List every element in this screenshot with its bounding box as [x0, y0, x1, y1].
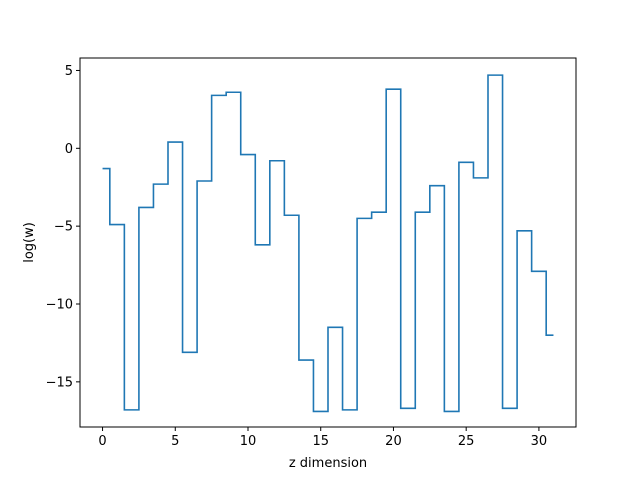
x-tick-label: 25: [458, 434, 475, 449]
y-tick-label: 0: [65, 142, 73, 157]
y-axis-ticks: 5 0 −5 −10 −15: [46, 64, 80, 390]
y-axis-label: log(w): [22, 222, 37, 263]
y-tick-label: −10: [46, 298, 73, 313]
y-tick-label: 5: [65, 64, 73, 79]
series-line: [102, 74, 554, 413]
y-tick-label: −15: [46, 375, 73, 390]
x-axis-ticks: 0 5 10 15 20 25 30: [98, 427, 547, 449]
x-tick-label: 10: [240, 434, 257, 449]
x-axis-label: z dimension: [289, 456, 367, 471]
y-tick-label: −5: [54, 220, 73, 235]
x-tick-label: 5: [171, 434, 179, 449]
x-tick-label: 20: [385, 434, 402, 449]
plot-frame: [79, 57, 577, 428]
x-tick-label: 30: [531, 434, 548, 449]
x-tick-label: 0: [98, 434, 106, 449]
x-tick-label: 15: [312, 434, 329, 449]
